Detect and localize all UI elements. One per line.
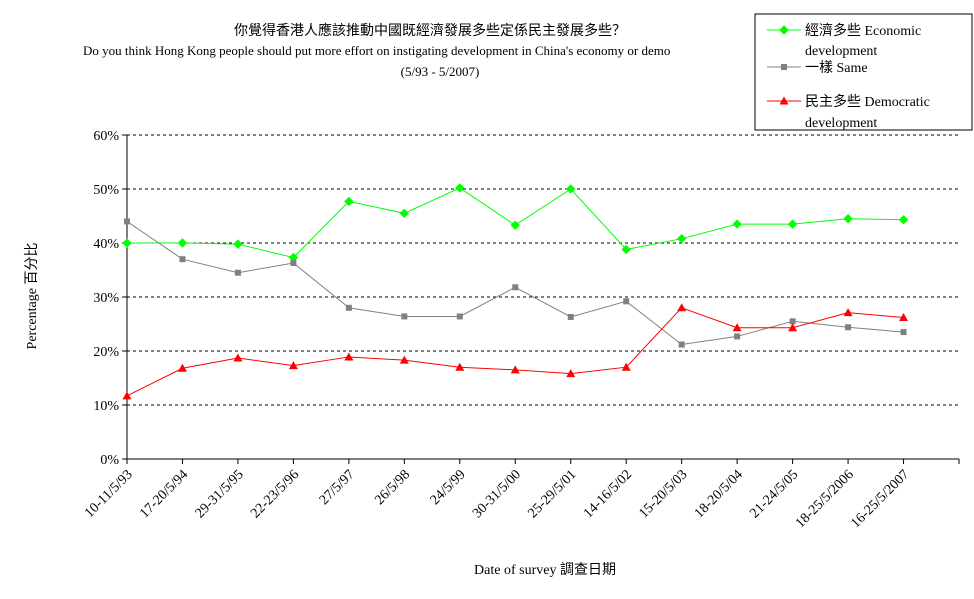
legend-box (754, 13, 973, 131)
axes (122, 134, 960, 464)
data-point (344, 352, 354, 361)
chart-date-range: (5/93 - 5/2007) (401, 64, 480, 79)
y-tick-label: 10% (93, 399, 119, 414)
data-point (179, 256, 186, 263)
legend-label: 民主多些 Democratic (805, 93, 930, 110)
data-point (455, 183, 465, 193)
x-tick-label: 21-24/5/05 (747, 467, 801, 521)
data-point (399, 208, 410, 219)
legend-label: development (805, 44, 877, 59)
series-2 (124, 218, 907, 348)
x-tick-label: 14-16/5/02 (581, 467, 635, 521)
x-tick-label: 22-23/5/96 (248, 467, 302, 521)
data-point (621, 362, 631, 371)
x-tick-label: 18-25/5/2006 (793, 467, 857, 531)
data-point (456, 313, 463, 320)
data-point (233, 353, 243, 362)
legend-item: 一樣 Same (767, 59, 868, 76)
data-point (177, 363, 187, 372)
data-point (779, 25, 789, 35)
x-tick-label: 27/5/97 (317, 467, 358, 508)
x-tick-label: 16-25/5/2007 (848, 467, 912, 531)
data-point (621, 244, 631, 255)
data-point (234, 269, 241, 276)
gridlines (127, 134, 959, 406)
y-axis-label: Percentage 百分比 (24, 243, 40, 350)
chart-subtitle: Do you think Hong Kong people should put… (83, 43, 670, 58)
data-point (455, 362, 465, 371)
data-point (512, 284, 519, 291)
data-point (789, 318, 796, 325)
x-tick-label: 25-29/5/01 (526, 467, 580, 521)
data-point (788, 323, 798, 332)
data-point (288, 361, 298, 370)
x-tick-label: 10-11/5/93 (82, 467, 136, 521)
data-point (399, 355, 409, 364)
data-point (900, 329, 907, 336)
x-tick-label: 18-20/5/04 (692, 467, 746, 521)
data-point (344, 196, 354, 207)
legend-label: development (805, 116, 877, 131)
data-point (510, 365, 520, 374)
x-axis-label: Date of survey 調查日期 (474, 562, 616, 578)
data-point (843, 308, 853, 317)
x-tick-label: 30-31/5/00 (470, 467, 524, 521)
legend-label: 經濟多些 Economic (805, 22, 921, 39)
y-tick-label: 40% (93, 237, 119, 252)
chart-title: 你覺得香港人應該推動中國既經濟發展多些定係民主發展多些？ (234, 22, 626, 39)
x-tick-label: 29-31/5/95 (193, 467, 247, 521)
data-point (781, 64, 787, 70)
data-point (732, 323, 742, 332)
data-point (401, 313, 408, 320)
data-point (122, 391, 132, 400)
series-line (126, 220, 904, 346)
data-point (233, 239, 243, 249)
data-point (623, 298, 630, 305)
y-tick-label: 60% (93, 129, 119, 144)
data-point (567, 313, 574, 320)
data-point (678, 341, 685, 348)
data-point (843, 213, 853, 224)
data-point (845, 324, 852, 331)
series-lines (122, 183, 909, 400)
data-point (122, 238, 132, 248)
data-point (734, 333, 741, 340)
legend-item: 經濟多些 Economic development (767, 22, 921, 59)
x-tick-label: 15-20/5/03 (636, 467, 690, 521)
legend-item: 民主多些 Democratic development (767, 93, 930, 131)
data-point (787, 219, 798, 229)
data-point (510, 220, 520, 230)
data-point (732, 219, 742, 229)
legend-label: 一樣 Same (805, 59, 868, 76)
y-tick-label: 0% (100, 453, 119, 468)
data-point (177, 238, 188, 248)
data-point (676, 233, 687, 244)
data-point (899, 313, 909, 322)
y-tick-label: 50% (93, 183, 119, 198)
series-3 (122, 303, 909, 400)
data-point (290, 259, 297, 266)
data-point (779, 96, 789, 105)
data-point (898, 215, 909, 225)
y-tick-label: 20% (93, 345, 119, 360)
data-point (566, 369, 576, 378)
data-point (677, 303, 687, 312)
y-tick-label: 30% (93, 291, 119, 306)
x-tick-label: 17-20/5/94 (137, 467, 191, 521)
series-line (126, 307, 904, 397)
x-tick-label: 24/5/99 (428, 467, 469, 508)
data-point (124, 218, 130, 225)
data-point (566, 184, 576, 194)
series-1 (122, 183, 909, 263)
x-tick-label: 26/5/98 (372, 467, 413, 508)
data-point (345, 304, 352, 311)
